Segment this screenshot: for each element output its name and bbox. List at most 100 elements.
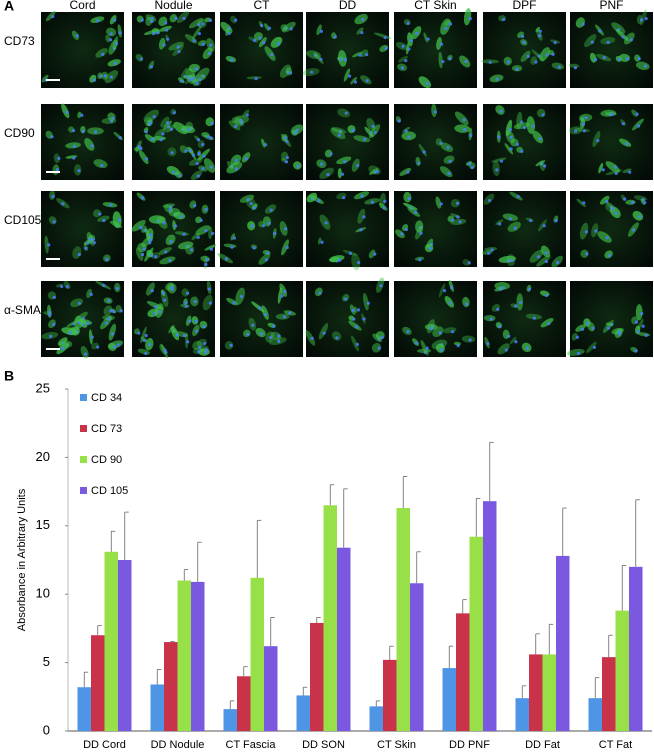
cell [635,61,650,70]
nucleus [516,195,520,199]
nucleus [310,70,314,74]
cell [586,341,597,353]
y-tick-label: 15 [36,517,50,532]
tile-background [41,191,124,267]
nucleus [506,259,510,263]
nucleus [347,74,352,78]
nucleus [116,343,120,347]
nucleus [351,128,355,132]
nucleus [71,128,76,133]
micrograph-tile [306,191,389,271]
nucleus [182,333,187,338]
nucleus [373,252,377,256]
cell [264,46,276,61]
error-bar [389,645,394,660]
nucleus [439,42,444,46]
bar [150,684,164,731]
micrograph-tile [394,279,477,357]
error-bar [448,645,454,669]
panel-label: B [4,368,14,384]
nucleus [77,169,81,173]
nucleus [88,237,92,241]
cell [568,63,580,68]
nucleus [607,253,611,258]
legend-label: CD 105 [91,485,128,497]
nucleus [547,321,551,326]
micrograph-tile [220,12,303,88]
cell [448,279,454,292]
nucleus [487,198,492,203]
cell [584,34,597,48]
bar [529,654,543,731]
error-bar [416,551,421,584]
error-bar [343,488,348,548]
nucleus [640,311,644,316]
nucleus [48,310,52,314]
nucleus [504,348,508,352]
cell [159,256,176,265]
nucleus [192,153,196,157]
nucleus [614,211,618,215]
nucleus [103,74,107,78]
cell [185,244,195,255]
nucleus [495,77,499,81]
cell [154,128,166,138]
legend-label: CD 34 [91,392,122,404]
nucleus [449,286,454,290]
cell [144,29,160,35]
nucleus [556,260,560,265]
y-tick-label: 20 [36,449,50,464]
cell [261,305,269,320]
cell [579,222,589,240]
nucleus [324,221,328,225]
nucleus [174,16,178,20]
nucleus [61,346,65,351]
cell [176,11,190,24]
cell [258,253,271,265]
nucleus [186,128,191,132]
error-bar [402,476,408,509]
nucleus [401,44,405,48]
nucleus [204,228,208,233]
cell [144,228,151,242]
nucleus [109,309,113,313]
nucleus [486,341,490,346]
nucleus [544,251,548,255]
error-bar [375,700,381,707]
nucleus [249,202,253,206]
nucleus [400,66,404,70]
nucleus [293,131,298,135]
nucleus [541,113,545,117]
bar [629,566,643,731]
nucleus [282,315,287,319]
micrograph-tile [305,277,389,357]
nucleus [545,53,549,57]
nucleus [539,162,544,166]
y-axis-label: Absorbance in Arbitrary Units [16,488,28,631]
nucleus [356,308,361,312]
cell [571,332,578,341]
bar [164,642,178,731]
nucleus [83,352,88,356]
error-bar [594,677,600,699]
column-label: DD [339,0,357,12]
nucleus [84,246,88,250]
nucleus [497,135,501,139]
bar [410,583,424,731]
nucleus [456,215,460,219]
nucleus [96,345,100,349]
nucleus [170,285,175,290]
nucleus [253,206,257,210]
x-tick-label: CT Fascia [226,739,277,751]
cell [275,313,290,320]
nucleus [189,248,194,252]
nucleus [163,298,167,302]
nucleus [151,137,155,141]
cell [313,52,324,64]
micrograph-tile [220,281,303,357]
nucleus [554,218,558,223]
cell [143,109,159,123]
nucleus [536,255,541,259]
nucleus [522,40,526,44]
nucleus [542,224,546,228]
